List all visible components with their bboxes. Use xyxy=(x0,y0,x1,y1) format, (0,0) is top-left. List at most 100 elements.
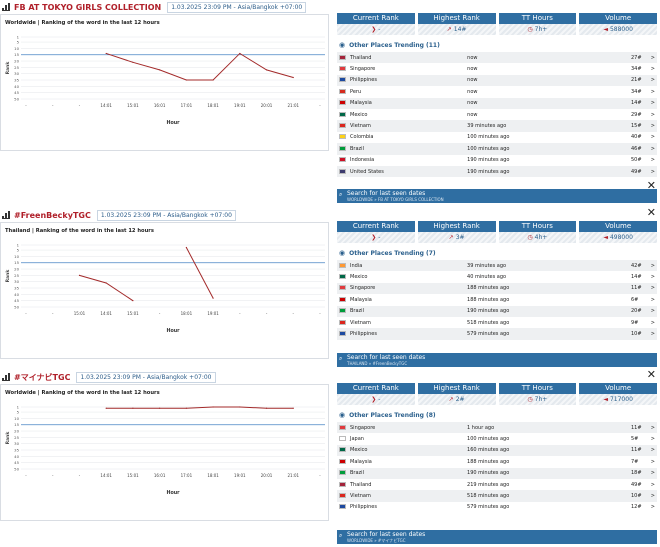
x-tick-label: 19:01 xyxy=(234,103,246,108)
table-row[interactable]: Brazil 100 minutes ago 46# > xyxy=(337,143,657,155)
table-row[interactable]: Singapore now 34# > xyxy=(337,63,657,74)
flag-icon xyxy=(339,436,346,442)
x-tick-label: - xyxy=(319,473,321,478)
search-last-seen-button[interactable]: ⌕ Search for last seen dates WORLDWIDE » F… xyxy=(337,189,657,203)
x-tick-label: 17:01 xyxy=(181,103,193,108)
last-seen: 100 minutes ago xyxy=(467,134,510,141)
tt-hours-value: 7h+ xyxy=(534,26,548,33)
table-row[interactable]: Malaysia 188 minutes ago 6# > xyxy=(337,294,657,305)
table-row[interactable]: Vietnam 39 minutes ago 15# > xyxy=(337,120,657,132)
row-arrow-icon[interactable]: > xyxy=(650,168,655,175)
table-row[interactable]: Malaysia now 14# > xyxy=(337,97,657,109)
tt-hours-value: 4h+ xyxy=(534,234,548,241)
row-arrow-icon[interactable]: > xyxy=(650,145,655,152)
y-tick-label: 25 xyxy=(14,273,19,278)
trend-title[interactable]: FB AT TOKYO GIRLS COLLECTION xyxy=(14,2,162,12)
x-tick-label: - xyxy=(52,103,54,108)
row-arrow-icon[interactable]: > xyxy=(650,54,655,61)
country-name: Peru xyxy=(350,88,362,95)
table-row[interactable]: Malaysia 188 minutes ago 7# > xyxy=(337,456,657,467)
chevron-icon: ❯ xyxy=(371,26,377,33)
flag-icon xyxy=(339,493,346,499)
table-row[interactable]: Singapore 1 hour ago 11# > xyxy=(337,422,657,434)
country-name: Malaysia xyxy=(350,458,372,465)
row-arrow-icon[interactable]: > xyxy=(650,470,655,477)
table-row[interactable]: Brazil 190 minutes ago 20# > xyxy=(337,305,657,317)
country-name: Brazil xyxy=(350,308,364,315)
row-arrow-icon[interactable]: > xyxy=(650,481,655,488)
row-arrow-icon[interactable]: > xyxy=(650,319,655,326)
search-last-seen-button[interactable]: ⌕ Search for last seen dates THAILAND » #F… xyxy=(337,353,657,367)
close-icon[interactable]: ✕ xyxy=(646,179,656,192)
row-arrow-icon[interactable]: > xyxy=(650,123,655,130)
row-arrow-icon[interactable]: > xyxy=(650,447,655,454)
row-arrow-icon[interactable]: > xyxy=(650,88,655,95)
table-row[interactable]: Vietnam 518 minutes ago 9# > xyxy=(337,317,657,328)
table-row[interactable]: Vietnam 518 minutes ago 10# > xyxy=(337,490,657,502)
row-arrow-icon[interactable]: > xyxy=(650,274,655,281)
search-last-seen-button[interactable]: ⌕ Search for last seen dates WORLDWIDE » #… xyxy=(337,530,657,544)
table-row[interactable]: Philippines now 21# > xyxy=(337,74,657,87)
row-arrow-icon[interactable]: > xyxy=(650,262,655,269)
row-arrow-icon[interactable]: > xyxy=(650,66,655,73)
row-arrow-icon[interactable]: > xyxy=(650,504,655,511)
trend-title[interactable]: #マイナビTGC xyxy=(14,372,71,382)
table-row[interactable]: Japan 100 minutes ago 5# > xyxy=(337,433,657,444)
row-arrow-icon[interactable]: > xyxy=(650,100,655,107)
table-row[interactable]: Indonesia 190 minutes ago 50# > xyxy=(337,155,657,166)
table-row[interactable]: India 39 minutes ago 42# > xyxy=(337,260,657,272)
row-arrow-icon[interactable]: > xyxy=(650,134,655,141)
x-tick-label: 20:01 xyxy=(261,473,273,478)
row-arrow-icon[interactable]: > xyxy=(650,296,655,303)
table-row[interactable]: Thailand 219 minutes ago 49# > xyxy=(337,479,657,490)
trend-date[interactable]: 1.03.2025 23:09 PM - Asia/Bangkok +07:00 xyxy=(167,1,307,13)
last-seen: 100 minutes ago xyxy=(467,145,510,152)
row-arrow-icon[interactable]: > xyxy=(650,458,655,465)
country-name: Malaysia xyxy=(350,100,372,107)
table-row[interactable]: Mexico 40 minutes ago 14# > xyxy=(337,271,657,282)
row-arrow-icon[interactable]: > xyxy=(650,77,655,84)
last-seen: 579 minutes ago xyxy=(467,331,510,338)
last-seen: now xyxy=(467,54,478,61)
other-places-header: ◉ Other Places Trending (8) xyxy=(337,408,657,422)
table-row[interactable]: Mexico now 29# > xyxy=(337,109,657,120)
table-row[interactable]: Colombia 100 minutes ago 40# > xyxy=(337,132,657,143)
row-arrow-icon[interactable]: > xyxy=(650,436,655,443)
close-icon[interactable]: ✕ xyxy=(646,206,656,219)
trend-title[interactable]: #FreenBeckyTGC xyxy=(14,210,91,220)
table-row[interactable]: Singapore 188 minutes ago 11# > xyxy=(337,282,657,295)
table-row[interactable]: Philippines 579 minutes ago 12# > xyxy=(337,502,657,513)
row-arrow-icon[interactable]: > xyxy=(650,157,655,164)
x-axis-label: Hour xyxy=(166,490,180,496)
table-row[interactable]: Peru now 34# > xyxy=(337,86,657,97)
trend-date[interactable]: 1.03.2025 23:09 PM - Asia/Bangkok +07:00 xyxy=(76,371,216,383)
highest-rank-label: Highest Rank xyxy=(417,221,496,232)
country-rank: 14# xyxy=(630,100,642,107)
search-icon: ⌕ xyxy=(339,532,343,539)
close-icon[interactable]: ✕ xyxy=(646,368,656,381)
table-row[interactable]: Philippines 579 minutes ago 10# > xyxy=(337,328,657,340)
row-arrow-icon[interactable]: > xyxy=(650,285,655,292)
row-arrow-icon[interactable]: > xyxy=(650,111,655,118)
highest-rank-stat: Highest Rank ↗ 2# xyxy=(417,383,496,405)
row-arrow-icon[interactable]: > xyxy=(650,424,655,431)
x-tick-label: 17:01 xyxy=(181,473,193,478)
table-row[interactable]: United States 190 minutes ago 49# > xyxy=(337,165,657,178)
row-arrow-icon[interactable]: > xyxy=(650,308,655,315)
table-row[interactable]: Thailand now 27# > xyxy=(337,52,657,64)
other-places-title: Other Places Trending (11) xyxy=(349,41,440,49)
country-rank: 50# xyxy=(630,157,642,164)
table-row[interactable]: Brazil 190 minutes ago 18# > xyxy=(337,467,657,479)
row-arrow-icon[interactable]: > xyxy=(650,493,655,500)
last-seen: 190 minutes ago xyxy=(467,308,510,315)
y-tick-label: 1 xyxy=(17,243,20,248)
country-name: Singapore xyxy=(350,285,376,292)
rank-point xyxy=(105,282,107,284)
y-tick-label: 35 xyxy=(14,78,19,83)
table-row[interactable]: Mexico 160 minutes ago 11# > xyxy=(337,444,657,457)
flag-icon xyxy=(339,331,346,337)
x-axis-label: Hour xyxy=(166,120,180,126)
trend-date[interactable]: 1.03.2025 23:09 PM - Asia/Bangkok +07:00 xyxy=(96,209,236,221)
search-icon: ⌕ xyxy=(339,355,343,362)
row-arrow-icon[interactable]: > xyxy=(650,331,655,338)
